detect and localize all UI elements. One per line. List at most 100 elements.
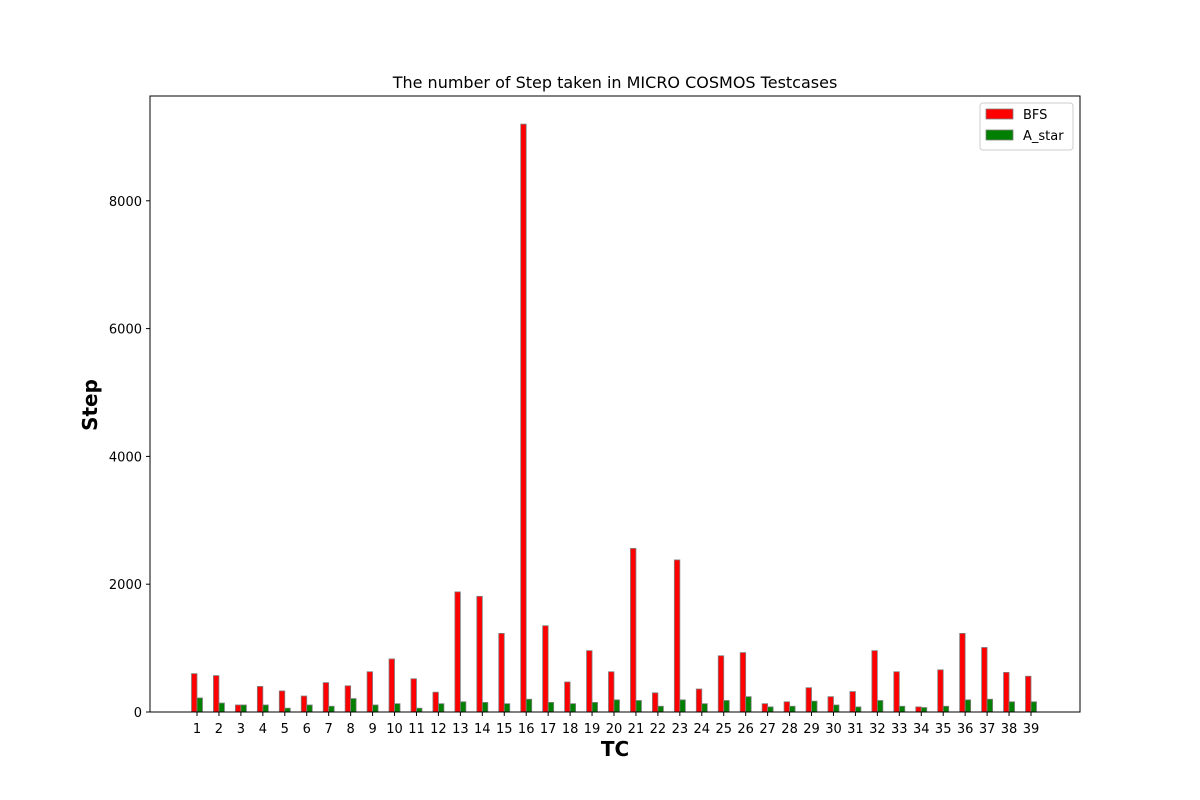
x-tick-label-3: 3 (237, 722, 245, 737)
bar-a-star-tc-27 (767, 706, 774, 713)
bar-a-star-tc-20 (613, 699, 620, 713)
bar-a-star-tc-14 (481, 702, 489, 713)
x-tick-label-38: 38 (1001, 722, 1018, 737)
bar-bfs-tc-9 (366, 671, 373, 713)
bar-a-star-tc-11 (416, 707, 423, 713)
bar-a-star-tc-35 (942, 705, 950, 713)
bar-bfs-tc-7 (322, 682, 330, 713)
x-tick-label-35: 35 (935, 722, 952, 737)
bar-bfs-tc-5 (278, 690, 286, 713)
x-tick-label-24: 24 (694, 722, 711, 737)
x-tick-label-31: 31 (847, 722, 864, 737)
x-tick-label-26: 26 (737, 722, 754, 737)
bar-a-star-tc-29 (811, 700, 818, 713)
bar-bfs-tc-18 (564, 681, 571, 713)
bar-a-star-tc-7 (328, 705, 335, 713)
bar-bfs-tc-24 (695, 688, 703, 713)
bar-a-star-tc-12 (438, 703, 445, 713)
bar-bfs-tc-27 (761, 703, 769, 713)
bar-a-star-tc-18 (569, 703, 577, 713)
bar-bfs-tc-28 (783, 701, 790, 713)
bar-a-star-tc-1 (196, 697, 203, 713)
legend-label-a-star: A_star (1023, 129, 1064, 144)
x-tick-label-8: 8 (346, 722, 354, 737)
bar-bfs-tc-6 (300, 695, 308, 713)
bar-bfs-tc-3 (234, 704, 242, 713)
bar-bfs-tc-12 (432, 691, 439, 713)
x-tick-label-34: 34 (913, 722, 930, 737)
bar-bfs-tc-23 (673, 559, 681, 713)
bar-a-star-tc-4 (262, 704, 269, 713)
bar-bfs-tc-8 (344, 685, 352, 713)
x-tick-label-21: 21 (628, 722, 645, 737)
x-tick-label-13: 13 (452, 722, 469, 737)
bar-a-star-tc-37 (986, 698, 994, 713)
y-tick-label-4000: 4000 (109, 450, 142, 465)
y-axis-label: Step (78, 379, 102, 431)
bar-a-star-tc-6 (306, 704, 313, 713)
bar-a-star-tc-23 (679, 699, 686, 713)
y-tick-label-2000: 2000 (109, 578, 142, 593)
x-tick-label-39: 39 (1023, 722, 1040, 737)
x-tick-label-12: 12 (430, 722, 447, 737)
bar-a-star-tc-26 (745, 696, 752, 713)
x-tick-label-30: 30 (825, 722, 842, 737)
x-axis-label: TC (601, 737, 629, 761)
x-tick-label-2: 2 (215, 722, 223, 737)
y-tick-label-0: 0 (134, 706, 142, 721)
chart-title: The number of Step taken in MICRO COSMOS… (392, 73, 838, 92)
bar-a-star-tc-3 (240, 704, 247, 713)
bar-a-star-tc-30 (833, 704, 840, 713)
bar-bfs-tc-33 (893, 671, 900, 713)
x-tick-label-29: 29 (803, 722, 820, 737)
bar-bfs-tc-20 (608, 671, 615, 713)
y-tick-label-6000: 6000 (109, 323, 142, 338)
bar-bfs-tc-30 (827, 696, 834, 713)
legend-label-bfs: BFS (1023, 108, 1047, 123)
x-tick-label-19: 19 (584, 722, 601, 737)
bar-bfs-tc-35 (937, 669, 944, 713)
x-tick-label-20: 20 (606, 722, 623, 737)
x-tick-label-1: 1 (193, 722, 201, 737)
bar-bfs-tc-21 (630, 548, 637, 713)
bar-a-star-tc-38 (1008, 701, 1015, 713)
bar-a-star-tc-16 (525, 698, 533, 713)
bar-bfs-tc-16 (520, 123, 527, 713)
bar-a-star-tc-22 (657, 705, 664, 713)
x-tick-label-10: 10 (386, 722, 403, 737)
bar-bfs-tc-13 (454, 591, 461, 713)
x-tick-label-15: 15 (496, 722, 513, 737)
bar-a-star-tc-13 (459, 701, 467, 713)
x-tick-label-5: 5 (281, 722, 289, 737)
bar-bfs-tc-31 (849, 691, 856, 713)
bar-bfs-tc-2 (213, 675, 220, 713)
x-tick-label-6: 6 (303, 722, 311, 737)
bar-bfs-tc-29 (805, 687, 812, 713)
bar-bfs-tc-10 (388, 658, 395, 713)
bar-a-star-tc-31 (855, 706, 862, 713)
bars-group (191, 123, 1037, 713)
bar-bfs-tc-22 (651, 692, 659, 713)
x-tick-label-18: 18 (562, 722, 579, 737)
plot-frame (149, 95, 1081, 713)
bar-a-star-tc-36 (964, 699, 972, 713)
x-tick-label-16: 16 (518, 722, 535, 737)
bar-a-star-tc-25 (723, 700, 730, 713)
bar-bfs-tc-11 (410, 678, 417, 713)
bar-a-star-tc-5 (284, 707, 291, 713)
bar-bfs-tc-15 (498, 633, 505, 713)
bar-bfs-tc-14 (476, 595, 483, 713)
legend-swatch-bfs (985, 108, 1014, 120)
bar-a-star-tc-21 (635, 700, 642, 713)
x-tick-label-28: 28 (781, 722, 798, 737)
y-tick-label-8000: 8000 (109, 195, 142, 210)
bar-a-star-tc-19 (591, 702, 598, 713)
bar-bfs-tc-38 (1003, 671, 1010, 713)
bar-bfs-tc-19 (586, 650, 593, 713)
bar-a-star-tc-9 (372, 704, 379, 713)
bar-a-star-tc-32 (876, 700, 884, 713)
bar-bfs-tc-37 (981, 647, 988, 713)
x-tick-label-14: 14 (474, 722, 491, 737)
x-tick-label-33: 33 (891, 722, 908, 737)
